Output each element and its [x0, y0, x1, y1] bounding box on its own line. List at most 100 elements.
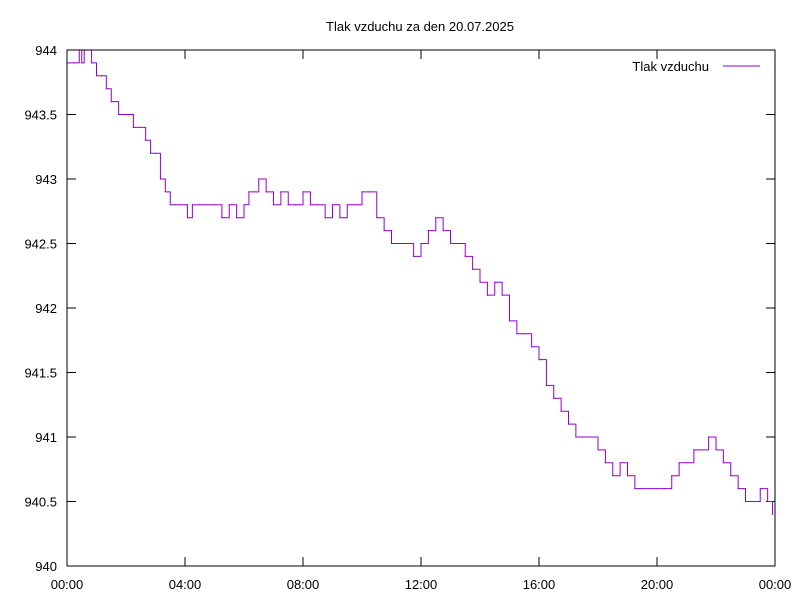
data-point [708, 436, 710, 438]
y-tick-label: 940 [35, 559, 57, 574]
data-point [649, 488, 651, 490]
data-point [501, 294, 503, 296]
data-point [339, 217, 341, 219]
data-point [122, 113, 125, 116]
data-point [767, 500, 769, 503]
data-point [248, 191, 250, 193]
data-point [553, 397, 555, 399]
data-point [154, 152, 157, 154]
data-point [95, 75, 98, 77]
data-point [538, 359, 540, 361]
chart-title: Tlak vzduchu za den 20.07.2025 [326, 19, 514, 34]
data-point [457, 242, 459, 245]
data-point [331, 204, 334, 206]
data-point [272, 204, 275, 206]
x-tick-label: 00:00 [759, 577, 792, 592]
data-point [127, 113, 130, 116]
data-point [368, 191, 370, 193]
data-point [236, 217, 238, 219]
data-point [105, 88, 107, 90]
data-point [164, 191, 166, 193]
data-point [184, 204, 186, 206]
data-point [81, 62, 83, 64]
data-point [678, 462, 680, 464]
data-point [464, 255, 466, 257]
plot-frame [66, 49, 776, 567]
series-group [66, 49, 774, 516]
data-point [508, 320, 511, 322]
data-point [309, 204, 311, 206]
x-tick-label: 20:00 [641, 577, 674, 592]
data-point [149, 152, 152, 154]
data-point [295, 204, 297, 206]
x-tick-label: 00:00 [51, 577, 84, 592]
data-point [383, 230, 385, 232]
data-point [118, 113, 120, 116]
data-point [479, 281, 481, 283]
data-point [376, 217, 378, 219]
data-point [744, 500, 747, 503]
data-point [113, 101, 115, 103]
data-point [174, 204, 176, 206]
data-point [302, 191, 304, 193]
data-point [346, 204, 348, 206]
data-point [472, 268, 474, 270]
y-tick-label: 942.5 [24, 237, 57, 252]
data-point [634, 488, 636, 490]
data-point [523, 333, 525, 335]
data-point [405, 242, 407, 245]
data-point [413, 255, 415, 257]
data-point [567, 423, 570, 425]
data-point [656, 488, 658, 490]
data-point [213, 204, 216, 206]
data-point [199, 204, 201, 206]
data-point [132, 126, 134, 128]
data-point [221, 217, 223, 219]
data-point [575, 436, 577, 438]
data-point [604, 462, 606, 464]
legend: Tlak vzduchu [632, 59, 760, 74]
data-point [110, 101, 112, 103]
data-point [100, 75, 103, 77]
data-point [354, 204, 356, 206]
x-tick-label: 04:00 [169, 577, 202, 592]
data-point [420, 242, 422, 245]
data-point [191, 204, 193, 206]
data-point [494, 281, 496, 283]
legend-label: Tlak vzduchu [632, 59, 709, 74]
series-layer [66, 49, 774, 516]
data-point [700, 449, 702, 451]
data-point [597, 449, 599, 451]
data-point [398, 242, 400, 245]
data-point [685, 462, 688, 464]
x-tick-label: 08:00 [287, 577, 320, 592]
data-point [590, 436, 592, 438]
data-point [442, 230, 444, 232]
data-point [560, 410, 562, 412]
data-point [730, 475, 732, 477]
data-point [324, 217, 326, 219]
data-point [486, 294, 488, 296]
data-point [206, 204, 208, 206]
data-point [619, 462, 621, 464]
data-point [715, 449, 717, 451]
data-point [73, 62, 75, 64]
data-point [531, 346, 533, 348]
data-point [435, 217, 437, 219]
data-point [90, 62, 93, 64]
data-point [641, 488, 643, 490]
data-point [693, 449, 695, 451]
data-point [145, 139, 147, 141]
data-point [737, 488, 739, 490]
data-point [545, 384, 547, 386]
data-point [752, 500, 754, 503]
data-point [169, 204, 171, 206]
data-point [759, 488, 761, 490]
y-tick-label: 940.5 [24, 495, 57, 510]
data-point [140, 126, 142, 128]
data-point [722, 462, 724, 464]
y-tick-label: 944 [35, 43, 57, 58]
data-point [287, 204, 289, 206]
